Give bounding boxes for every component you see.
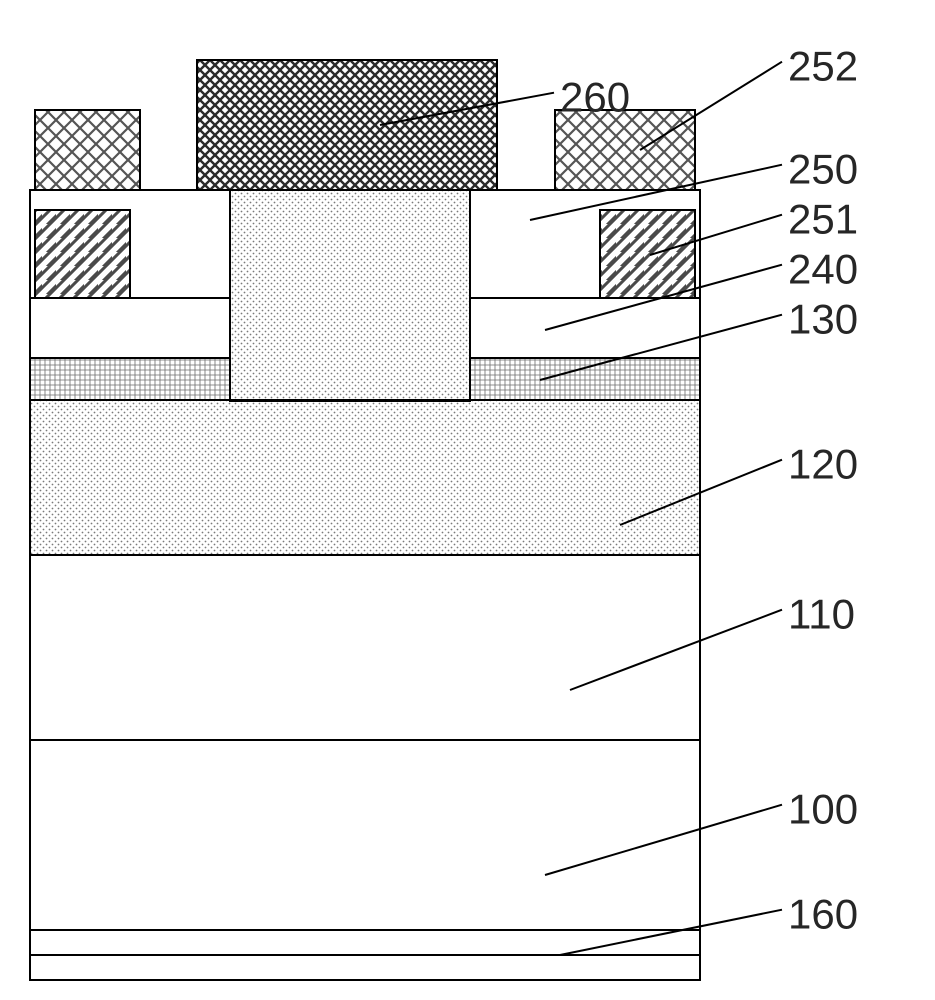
layer-251-left bbox=[35, 210, 130, 298]
layer-251-right bbox=[600, 210, 695, 298]
layer-120-slab bbox=[30, 400, 700, 555]
layer-252-left bbox=[35, 110, 140, 190]
label-252: 252 bbox=[788, 43, 858, 90]
label-120: 120 bbox=[788, 441, 858, 488]
label-100: 100 bbox=[788, 786, 858, 833]
layer-252-right bbox=[555, 110, 695, 190]
layer-160 bbox=[30, 930, 700, 955]
label-260: 260 bbox=[560, 74, 630, 121]
layer-120-pillar bbox=[230, 190, 470, 401]
label-110: 110 bbox=[788, 591, 855, 638]
label-250: 250 bbox=[788, 146, 858, 193]
label-240: 240 bbox=[788, 246, 858, 293]
layer-260 bbox=[197, 60, 497, 190]
layer-130-left bbox=[30, 358, 230, 400]
layer-regions bbox=[30, 60, 700, 980]
label-251: 251 bbox=[788, 196, 858, 243]
label-160: 160 bbox=[788, 891, 858, 938]
leader-252 bbox=[640, 62, 782, 150]
layer-130-right bbox=[470, 358, 700, 400]
semiconductor-cross-section-diagram: 260 252 250251240130 120 110 100 160 bbox=[0, 0, 935, 1000]
label-130: 130 bbox=[788, 296, 858, 343]
layer-110 bbox=[30, 555, 700, 740]
